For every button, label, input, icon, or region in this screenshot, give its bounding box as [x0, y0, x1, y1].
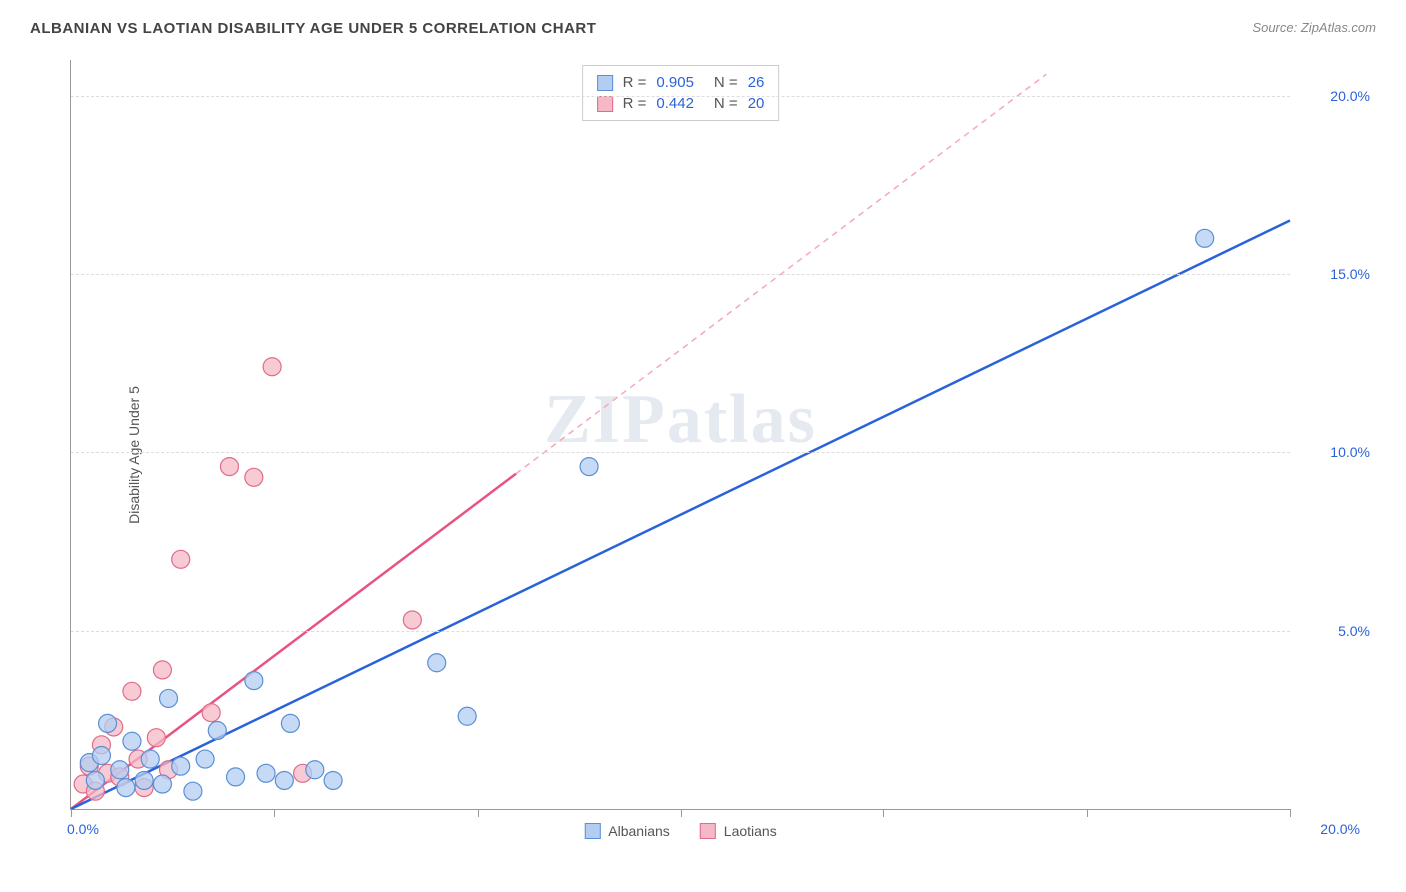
- plot-region: ZIPatlas R = 0.905 N = 26 R = 0.442 N = …: [70, 60, 1290, 810]
- stat-legend: R = 0.905 N = 26 R = 0.442 N = 20: [582, 65, 780, 121]
- title-bar: ALBANIAN VS LAOTIAN DISABILITY AGE UNDER…: [0, 0, 1406, 47]
- chart-area: Disability Age Under 5 ZIPatlas R = 0.90…: [50, 60, 1380, 850]
- x-tick-min: 0.0%: [67, 821, 99, 837]
- legend-swatch-albanians: [584, 823, 600, 839]
- y-tick-label: 5.0%: [1300, 623, 1370, 639]
- r-value-laotians: 0.442: [656, 95, 694, 112]
- r-value-albanians: 0.905: [656, 74, 694, 91]
- legend-label-laotians: Laotians: [724, 823, 777, 839]
- bottom-legend: Albanians Laotians: [584, 823, 776, 839]
- source-credit: Source: ZipAtlas.com: [1252, 20, 1376, 35]
- source-name: ZipAtlas.com: [1301, 20, 1376, 35]
- swatch-laotians: [597, 96, 613, 112]
- n-value-albanians: 26: [748, 74, 765, 91]
- source-label: Source:: [1252, 20, 1297, 35]
- swatch-albanians: [597, 75, 613, 91]
- plot-svg: [71, 60, 1290, 809]
- y-tick-label: 15.0%: [1300, 266, 1370, 282]
- y-tick-label: 10.0%: [1300, 444, 1370, 460]
- legend-label-albanians: Albanians: [608, 823, 670, 839]
- legend-item-laotians: Laotians: [700, 823, 777, 839]
- chart-title: ALBANIAN VS LAOTIAN DISABILITY AGE UNDER…: [30, 20, 596, 37]
- y-tick-label: 20.0%: [1300, 88, 1370, 104]
- legend-item-albanians: Albanians: [584, 823, 670, 839]
- legend-swatch-laotians: [700, 823, 716, 839]
- n-value-laotians: 20: [748, 95, 765, 112]
- x-tick-max: 20.0%: [1320, 821, 1360, 837]
- stat-row-albanians: R = 0.905 N = 26: [597, 72, 765, 93]
